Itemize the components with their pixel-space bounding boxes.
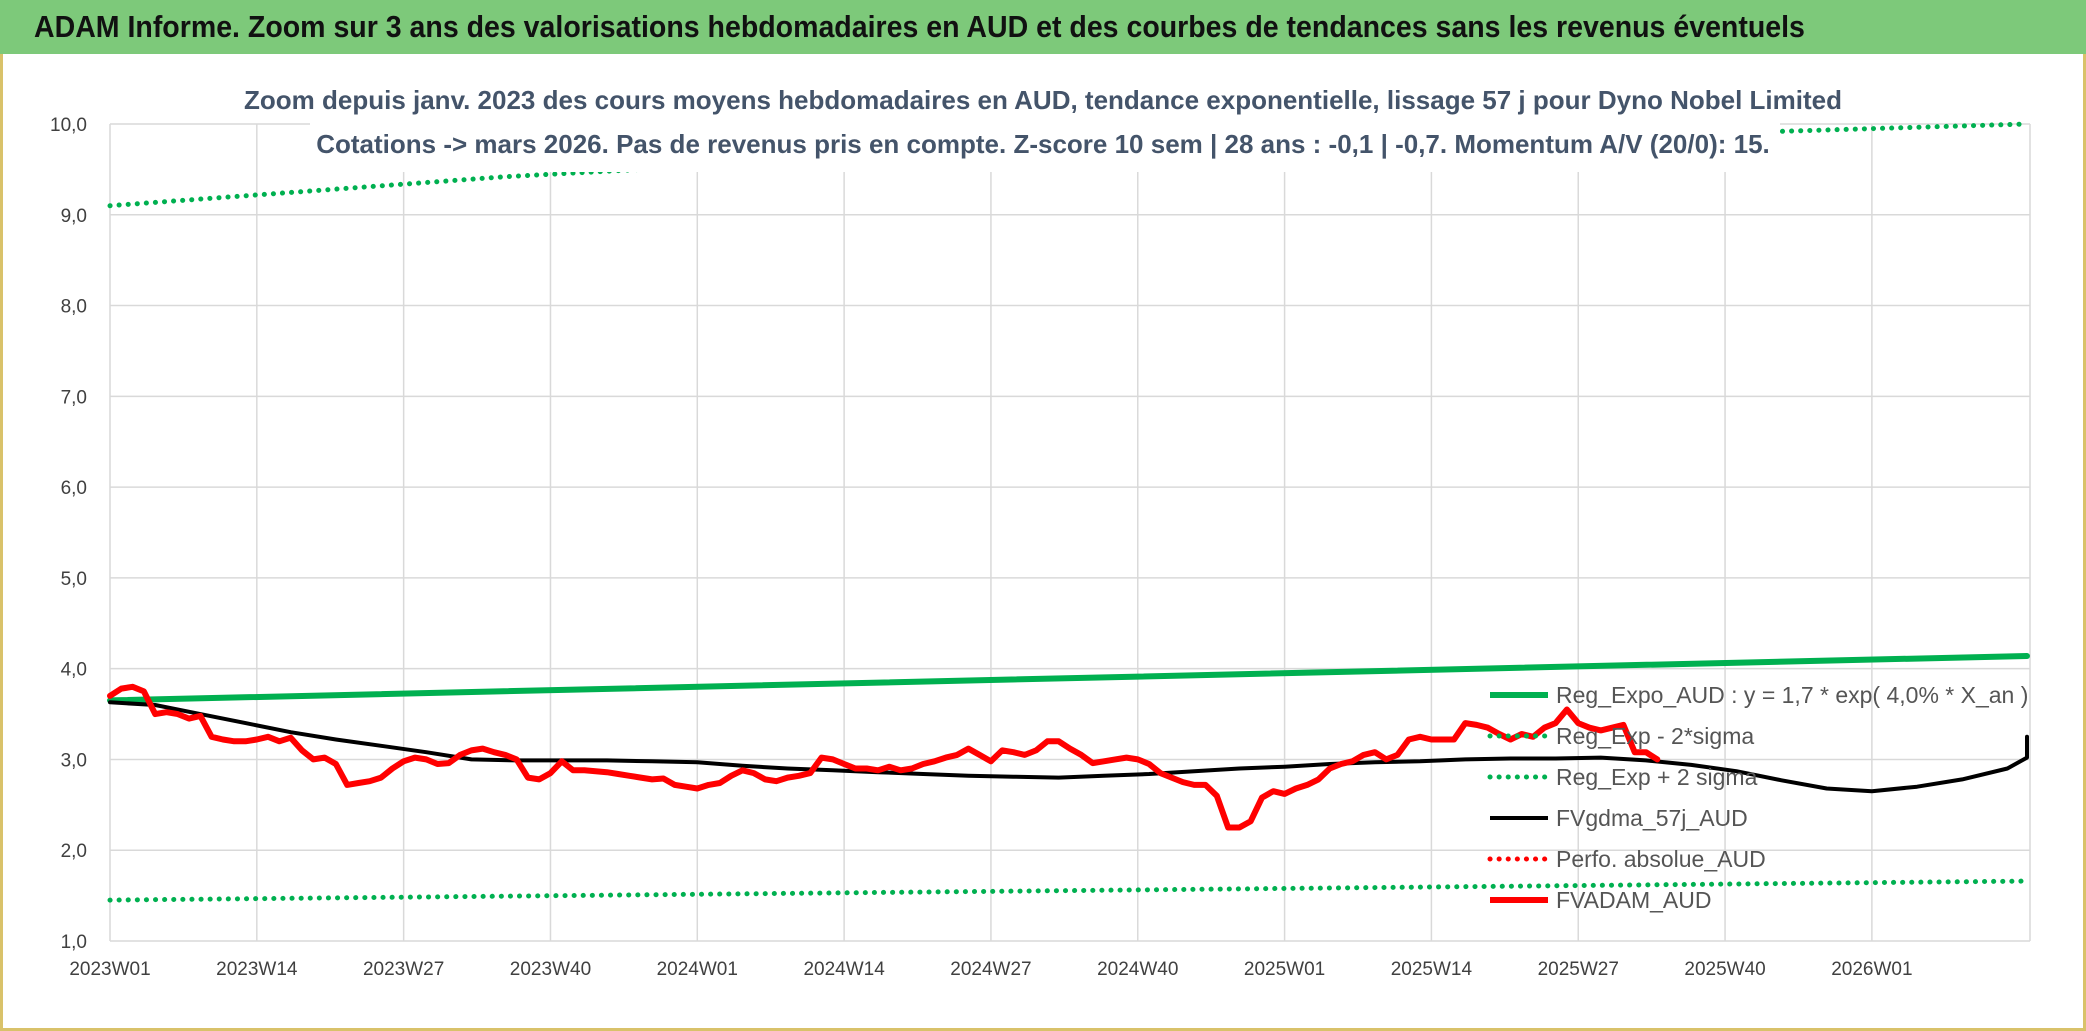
chart-title-line-1: Zoom depuis janv. 2023 des cours moyens …: [244, 85, 1842, 115]
y-tick-label: 5,0: [61, 569, 87, 590]
x-tick-label: 2026W01: [1831, 959, 1912, 980]
x-tick-label: 2024W40: [1097, 959, 1178, 980]
y-tick-label: 4,0: [61, 660, 87, 681]
title-backdrop: [310, 79, 1780, 172]
report-title: ADAM Informe. Zoom sur 3 ans des valoris…: [34, 9, 1805, 44]
y-tick-label: 1,0: [61, 932, 87, 953]
x-tick-label: 2023W40: [510, 959, 591, 980]
series-line-5: [107, 683, 1661, 831]
chart-title-line-2: Cotations -> mars 2026. Pas de revenus p…: [316, 129, 1770, 159]
x-tick-label: 2025W14: [1391, 959, 1473, 980]
legend-label: Reg_Exp - 2*sigma: [1556, 723, 1754, 749]
x-tick-label: 2025W27: [1538, 959, 1619, 980]
x-tick-label: 2023W27: [363, 959, 444, 980]
legend-label: Reg_Expo_AUD : y = 1,7 * exp( 4,0% * X_a…: [1556, 682, 2028, 708]
legend-label: Perfo. absolue_AUD: [1556, 846, 1766, 872]
x-tick-label: 2024W01: [657, 959, 738, 980]
x-tick-label: 2023W01: [69, 959, 150, 980]
legend-label: Reg_Exp + 2 sigma: [1556, 764, 1758, 790]
x-tick-label: 2024W27: [950, 959, 1031, 980]
legend-label: FVADAM_AUD: [1556, 887, 1712, 913]
report-banner: ADAM Informe. Zoom sur 3 ans des valoris…: [0, 0, 2086, 54]
x-tick-label: 2023W14: [216, 959, 298, 980]
series-line-0: [107, 653, 2030, 704]
y-tick-label: 10,0: [50, 115, 87, 136]
x-tick-label: 2025W40: [1684, 959, 1765, 980]
y-tick-label: 3,0: [61, 750, 87, 771]
x-tick-label: 2024W14: [803, 959, 885, 980]
y-axis: 1,0 2,0 3,0 4,0 5,0 6,0 7,0 8,0 9,0 10,0: [50, 115, 87, 953]
y-tick-label: 2,0: [61, 841, 87, 862]
series-line-3: [108, 700, 2029, 794]
chart-grid: [109, 123, 2031, 942]
chart-legend: Reg_Expo_AUD : y = 1,7 * exp( 4,0% * X_a…: [1487, 682, 2028, 913]
y-tick-label: 6,0: [61, 478, 87, 499]
y-tick-label: 9,0: [61, 206, 87, 227]
series-line-1: [107, 878, 2030, 903]
y-tick-label: 8,0: [61, 297, 87, 318]
x-axis: 2023W01 2023W14 2023W27 2023W40 2024W01 2024W…: [69, 959, 1912, 980]
chart-series: [107, 121, 2030, 903]
y-tick-label: 7,0: [61, 387, 87, 408]
legend-label: FVgdma_57j_AUD: [1556, 805, 1748, 831]
x-tick-label: 2025W01: [1244, 959, 1325, 980]
